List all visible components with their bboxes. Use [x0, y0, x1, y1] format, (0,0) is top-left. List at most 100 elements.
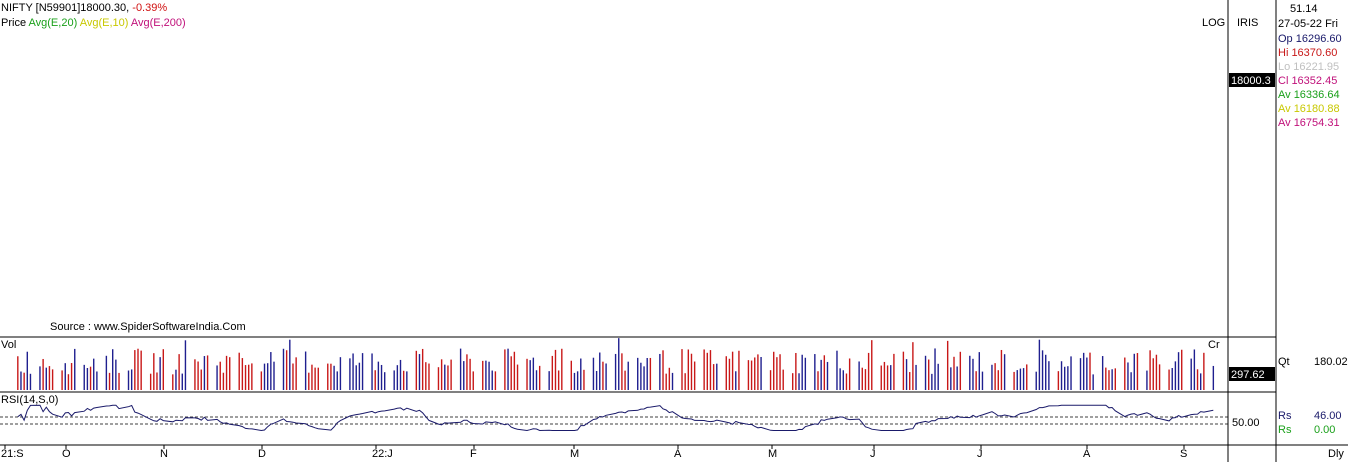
- volume-bar: [339, 357, 342, 390]
- volume-bar: [153, 353, 155, 390]
- volume-bar: [219, 361, 221, 390]
- volume-bar: [1193, 349, 1196, 390]
- volume-bar: [510, 356, 512, 390]
- volume-bar: [130, 369, 133, 390]
- iris-label[interactable]: IRIS: [1237, 17, 1259, 29]
- volume-bar: [646, 358, 648, 390]
- volume-bar: [1196, 369, 1199, 390]
- volume-bar: [1041, 350, 1044, 390]
- volume-bar: [750, 360, 753, 390]
- qt-value: 180.02: [1314, 356, 1348, 368]
- volume-bar: [548, 371, 550, 390]
- volume-bar: [1212, 365, 1215, 390]
- volume-bar: [1149, 350, 1151, 390]
- volume-bar: [203, 356, 206, 390]
- info-rs2: Rs 0.00: [1278, 424, 1348, 437]
- volume-bar: [74, 348, 76, 390]
- volume-bar: [618, 338, 620, 390]
- volume-bar: [491, 370, 493, 390]
- volume-bar: [244, 365, 247, 390]
- volume-bar: [735, 371, 737, 390]
- volume-bar: [580, 358, 582, 390]
- volume-bar: [374, 370, 376, 390]
- volume-bar: [893, 353, 895, 390]
- volume-bar: [406, 371, 408, 390]
- volume-bar: [890, 365, 892, 390]
- volume-bar: [532, 357, 535, 390]
- volume-bar: [791, 373, 794, 390]
- volume-bar: [421, 348, 424, 390]
- volume-bar: [649, 357, 652, 390]
- volume-bar: [823, 355, 826, 390]
- volume-bar: [178, 354, 180, 390]
- volume-bar: [861, 367, 863, 390]
- volume-bar: [1190, 358, 1192, 390]
- volume-bar: [738, 350, 740, 390]
- volume-bar: [845, 373, 848, 390]
- volume-bar: [909, 372, 911, 390]
- volume-bar: [1045, 354, 1047, 390]
- volume-bar: [1177, 352, 1180, 390]
- volume-bar: [1168, 369, 1170, 390]
- volume-bar: [529, 360, 531, 390]
- volume-bar: [516, 364, 519, 390]
- volume-bar: [1146, 370, 1148, 390]
- volume-bar: [295, 357, 297, 390]
- x-tick-label: N: [160, 448, 168, 460]
- volume-bar: [45, 367, 47, 390]
- volume-bar: [709, 350, 712, 390]
- volume-bar: [1070, 356, 1072, 390]
- volume-bar: [728, 358, 731, 390]
- rsi-line: [17, 404, 1214, 432]
- volume-bar: [1003, 354, 1006, 390]
- volume-bar: [561, 348, 563, 390]
- volume-bar: [1111, 369, 1113, 390]
- volume-bar: [472, 371, 474, 390]
- volume-bar: [978, 352, 981, 390]
- volume-bar: [482, 360, 484, 390]
- volume-bar: [1158, 364, 1161, 390]
- volume-bar: [134, 350, 136, 390]
- x-tick-label: O: [62, 448, 71, 460]
- volume-bar: [428, 363, 430, 390]
- x-tick-label: D: [258, 448, 266, 460]
- last-price-tag-bg: [1229, 73, 1275, 87]
- volume-bar: [402, 370, 405, 390]
- volume-bar: [260, 371, 263, 390]
- volume-bar: [526, 358, 528, 390]
- period-label[interactable]: Dly: [1328, 448, 1344, 460]
- volume-bar: [247, 364, 250, 390]
- log-toggle[interactable]: LOG: [1202, 17, 1226, 29]
- last-price-tag: 18000.3: [1231, 75, 1271, 87]
- volume-tag-bg: [1229, 367, 1275, 381]
- volume-bar: [773, 351, 775, 390]
- volume-bar: [1022, 368, 1025, 390]
- volume-bar: [304, 351, 307, 390]
- volume-bar: [29, 373, 32, 390]
- volume-bar: [1108, 370, 1110, 390]
- volume-bar: [662, 350, 664, 390]
- volume-bar: [425, 362, 427, 390]
- volume-bar: [115, 359, 117, 390]
- volume-bar: [450, 359, 452, 390]
- volume-bar: [905, 359, 908, 390]
- volume-bar: [377, 361, 380, 390]
- volume-bar: [1171, 368, 1173, 390]
- volume-bar: [624, 370, 626, 390]
- volume-bar: [229, 357, 231, 390]
- volume-bar: [668, 367, 671, 390]
- volume-bar: [105, 355, 108, 390]
- volume-bar: [181, 373, 183, 390]
- volume-bar: [1035, 371, 1037, 390]
- legend: Price Avg(E,20) Avg(E,10) Avg(E,200): [1, 17, 186, 29]
- volume-bar: [1181, 349, 1183, 390]
- x-tick-label: M: [768, 448, 777, 460]
- volume-bar: [991, 364, 993, 390]
- volume-bar: [156, 372, 158, 390]
- volume-bar: [1060, 361, 1063, 390]
- volume-bar: [934, 348, 936, 390]
- volume-bar: [67, 374, 70, 390]
- volume-bar: [637, 357, 639, 390]
- volume-bar: [1048, 361, 1050, 390]
